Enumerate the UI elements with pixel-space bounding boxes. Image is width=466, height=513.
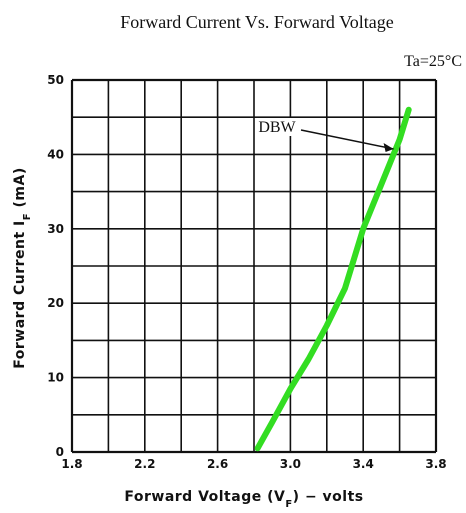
y-tick-label: 50 xyxy=(47,73,64,87)
y-tick-label: 10 xyxy=(47,371,64,385)
chart-title: Forward Current Vs. Forward Voltage xyxy=(120,12,393,32)
y-tick-label: 0 xyxy=(56,445,64,459)
y-axis-label: Forward Current IF (mA) xyxy=(12,167,33,368)
temperature-condition: Ta=25°C xyxy=(404,53,462,70)
y-tick-labels: 0 10 20 30 40 50 xyxy=(47,73,64,459)
grid xyxy=(70,78,438,454)
series-layer xyxy=(254,106,412,452)
y-tick-label: 30 xyxy=(47,222,64,236)
y-tick-label: 40 xyxy=(47,147,64,161)
series-line-dbw xyxy=(254,106,412,452)
annotation-label-dbw: DBW xyxy=(258,119,296,136)
x-tick-label: 3.8 xyxy=(425,457,446,471)
annotation-leader-line xyxy=(300,129,394,150)
x-tick-label: 2.6 xyxy=(207,457,228,471)
x-tick-label: 3.0 xyxy=(280,457,301,471)
annotation-layer: DBW xyxy=(257,118,394,152)
annotation-arrowhead xyxy=(383,142,394,152)
x-tick-label: 3.4 xyxy=(353,457,374,471)
x-tick-label: 1.8 xyxy=(61,457,82,471)
x-tick-label: 2.2 xyxy=(134,457,155,471)
annotation-label-background xyxy=(257,118,299,136)
x-axis-label: Forward Voltage (VF) − volts xyxy=(124,489,363,510)
x-tick-labels: 1.8 2.2 2.6 3.0 3.4 3.8 xyxy=(61,457,446,471)
y-tick-label: 20 xyxy=(47,296,64,310)
